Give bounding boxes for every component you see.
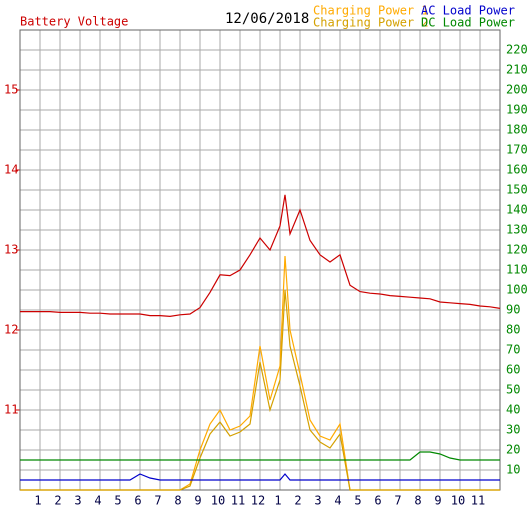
series-line bbox=[20, 289, 500, 491]
x-tick-label: 6 bbox=[374, 494, 381, 508]
y-tick-label: 12 bbox=[4, 323, 18, 337]
x-tick-label: 5 bbox=[354, 494, 361, 508]
x-tick-label: 10 bbox=[451, 494, 465, 508]
series-line bbox=[20, 451, 500, 461]
legend-entry: Charging Power 1 bbox=[313, 4, 429, 18]
x-tick-label: 10 bbox=[211, 494, 225, 508]
x-tick-label: 1 bbox=[34, 494, 41, 508]
y-tick-label: 14 bbox=[4, 163, 18, 177]
legend-entry: DC Load Power bbox=[421, 16, 515, 30]
x-tick-label: 4 bbox=[94, 494, 101, 508]
y2-tick-label: 160 bbox=[506, 163, 527, 177]
x-tick-label: 11 bbox=[471, 494, 485, 508]
y2-tick-label: 120 bbox=[506, 243, 527, 257]
y2-tick-label: 100 bbox=[506, 283, 527, 297]
y2-tick-label: 20 bbox=[506, 443, 520, 457]
x-tick-label: 6 bbox=[134, 494, 141, 508]
y2-tick-label: 110 bbox=[506, 263, 527, 277]
y2-tick-label: 150 bbox=[506, 183, 527, 197]
y-axis-label: Battery Voltage bbox=[20, 15, 128, 29]
y2-tick-label: 200 bbox=[506, 83, 527, 97]
y2-tick-label: 70 bbox=[506, 343, 520, 357]
series-line bbox=[20, 473, 500, 481]
x-tick-label: 8 bbox=[414, 494, 421, 508]
y2-tick-label: 90 bbox=[506, 303, 520, 317]
y2-tick-label: 130 bbox=[506, 223, 527, 237]
legend-entry: Charging Power 2 bbox=[313, 16, 429, 30]
y-tick-label: 13 bbox=[4, 243, 18, 257]
x-tick-label: 9 bbox=[434, 494, 441, 508]
x-tick-label: 2 bbox=[294, 494, 301, 508]
x-tick-label: 3 bbox=[74, 494, 81, 508]
y2-tick-label: 140 bbox=[506, 203, 527, 217]
y-tick-label: 15 bbox=[4, 83, 18, 97]
x-tick-label: 8 bbox=[174, 494, 181, 508]
legend-entry: AC Load Power bbox=[421, 4, 515, 18]
x-tick-label: 4 bbox=[334, 494, 341, 508]
y2-tick-label: 210 bbox=[506, 63, 527, 77]
series-line bbox=[20, 194, 501, 318]
x-tick-label: 7 bbox=[394, 494, 401, 508]
y2-tick-label: 40 bbox=[506, 403, 520, 417]
x-tick-label: 7 bbox=[154, 494, 161, 508]
y-tick-label: 11 bbox=[4, 403, 18, 417]
y2-tick-label: 60 bbox=[506, 363, 520, 377]
y2-tick-label: 220 bbox=[506, 43, 527, 57]
x-tick-label: 11 bbox=[231, 494, 245, 508]
x-tick-label: 3 bbox=[314, 494, 321, 508]
y2-tick-label: 10 bbox=[506, 463, 520, 477]
x-tick-label: 1 bbox=[274, 494, 281, 508]
x-tick-label: 12 bbox=[251, 494, 265, 508]
chart-title: 12/06/2018 bbox=[225, 11, 309, 27]
y2-tick-label: 30 bbox=[506, 423, 520, 437]
x-tick-label: 2 bbox=[54, 494, 61, 508]
plot-frame bbox=[19, 29, 501, 491]
y2-tick-label: 80 bbox=[506, 323, 520, 337]
x-tick-label: 9 bbox=[194, 494, 201, 508]
y2-tick-label: 50 bbox=[506, 383, 520, 397]
y2-tick-label: 180 bbox=[506, 123, 527, 137]
y2-tick-label: 190 bbox=[506, 103, 527, 117]
x-tick-label: 5 bbox=[114, 494, 121, 508]
y2-tick-label: 170 bbox=[506, 143, 527, 157]
